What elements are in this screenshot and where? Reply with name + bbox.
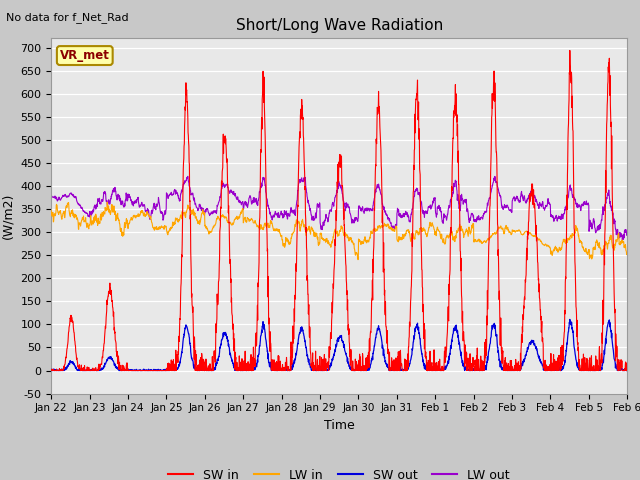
X-axis label: Time: Time xyxy=(324,419,355,432)
Legend: SW in, LW in, SW out, LW out: SW in, LW in, SW out, LW out xyxy=(163,464,515,480)
Y-axis label: (W/m2): (W/m2) xyxy=(2,193,15,239)
Title: Short/Long Wave Radiation: Short/Long Wave Radiation xyxy=(236,18,443,33)
Text: VR_met: VR_met xyxy=(60,49,109,62)
Text: No data for f_Net_Rad: No data for f_Net_Rad xyxy=(6,12,129,23)
